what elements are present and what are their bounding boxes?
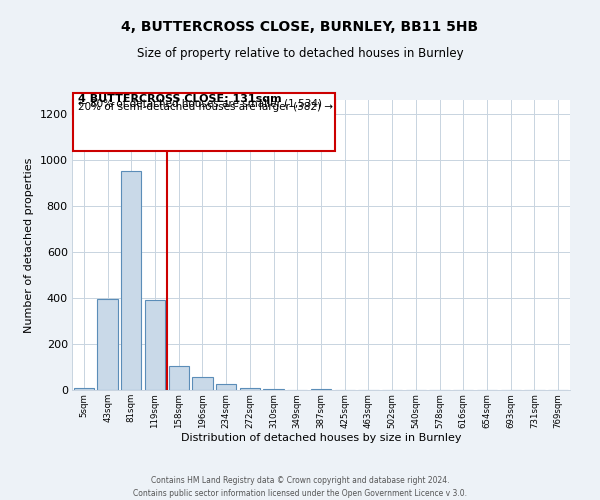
Bar	[193, 378, 212, 390]
Bar	[121, 172, 142, 390]
Bar	[74, 388, 94, 390]
FancyBboxPatch shape	[73, 93, 335, 150]
FancyBboxPatch shape	[73, 100, 335, 114]
Y-axis label: Number of detached properties: Number of detached properties	[24, 158, 34, 332]
Text: ← 80% of detached houses are smaller (1,534): ← 80% of detached houses are smaller (1,…	[78, 98, 322, 108]
Text: 20% of semi-detached houses are larger (382) →: 20% of semi-detached houses are larger (…	[78, 102, 333, 112]
Bar	[169, 366, 189, 390]
Text: 4, BUTTERCROSS CLOSE, BURNLEY, BB11 5HB: 4, BUTTERCROSS CLOSE, BURNLEY, BB11 5HB	[121, 20, 479, 34]
Text: Size of property relative to detached houses in Burnley: Size of property relative to detached ho…	[137, 48, 463, 60]
Text: Contains HM Land Registry data © Crown copyright and database right 2024.: Contains HM Land Registry data © Crown c…	[151, 476, 449, 485]
Text: 4 BUTTERCROSS CLOSE: 131sqm: 4 BUTTERCROSS CLOSE: 131sqm	[78, 94, 281, 104]
X-axis label: Distribution of detached houses by size in Burnley: Distribution of detached houses by size …	[181, 433, 461, 443]
Bar	[97, 299, 118, 390]
Bar	[311, 389, 331, 390]
Bar	[240, 388, 260, 390]
Bar	[145, 300, 165, 390]
Bar	[216, 384, 236, 390]
Bar	[263, 389, 284, 390]
Text: Contains public sector information licensed under the Open Government Licence v : Contains public sector information licen…	[133, 489, 467, 498]
